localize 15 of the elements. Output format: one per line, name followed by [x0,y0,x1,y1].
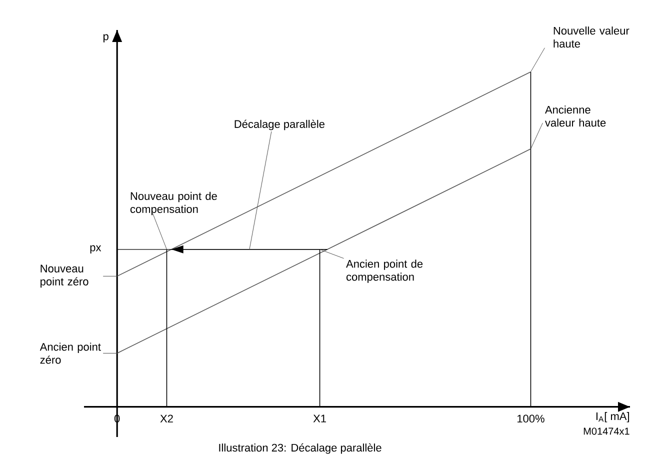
text: M01474x1 [584,428,630,435]
annotation: Ancienne valeur haute [544,106,606,127]
x-tick-label: 100% [517,414,544,422]
x-axis-title: I$_{A}$[ mA] [596,412,630,422]
annotation: Nouveau point de compensation [130,192,217,216]
ref-line-label: px [90,245,102,254]
annotation: Ancien point zéro [40,342,101,364]
x-tick-label: X1 [313,414,326,422]
annotation: Décalage parallèle [234,120,324,130]
text: Illustration 23: Décalage parallèle [219,443,382,454]
annotation: Ancien point de compensation [346,260,423,283]
annotation: Nouvelle valeur haute [554,26,630,48]
annotation: Nouveau point zéro [40,264,88,288]
x-tick-label: X2 [160,414,173,422]
y-axis-title: p [103,34,108,42]
